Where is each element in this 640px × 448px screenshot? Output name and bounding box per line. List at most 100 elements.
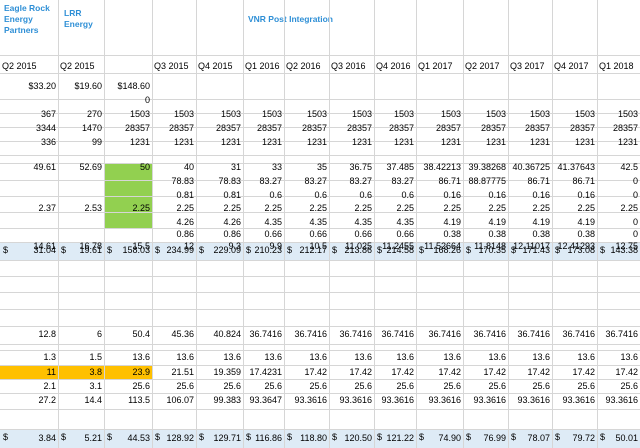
grid-line-horizontal [0,309,640,310]
data-cell: 1231 [129,137,150,147]
data-cell: 1503 [574,109,595,119]
data-cell: 2.25 [132,203,150,213]
grid-line-horizontal [0,212,640,213]
data-cell: 1503 [529,109,550,119]
data-cell: 4.35 [309,217,327,227]
total-cell: 44.53 [127,433,150,443]
data-cell: 12 [183,241,194,251]
data-cell: 45.36 [171,329,194,339]
data-cell: 0 [632,229,638,239]
total-cell: 170.35 [478,245,506,255]
data-cell: 0.16 [443,190,461,200]
data-cell: 25.6 [264,381,282,391]
data-cell: 10.5 [309,241,327,251]
dollar-sign: $ [246,245,252,255]
dollar-sign: $ [199,432,205,442]
data-cell: 1470 [81,123,102,133]
data-cell: 3344 [35,123,56,133]
grid-line-horizontal [0,127,640,128]
data-cell: 36.7416 [473,329,506,339]
header-line: LRR [64,8,82,18]
header-line: Partners [4,25,39,35]
data-cell: 25.6 [488,381,506,391]
period-label [104,58,152,74]
header-vnr: VNR Post Integration [248,14,334,24]
data-cell: 2.25 [488,203,506,213]
dollar-sign: $ [600,245,606,255]
grid-line-vertical [243,0,244,448]
period-label: Q3 2015 [154,61,189,71]
data-cell: 28357 [168,123,194,133]
header-line: Energy [64,19,93,29]
data-cell: 36.7416 [294,329,327,339]
dollar-sign: $ [199,245,205,255]
data-cell: 17.42 [391,367,414,377]
data-cell: 17.4231 [249,367,282,377]
header-lrr: LRR Energy [64,8,104,30]
data-cell: 21.51 [171,367,194,377]
data-cell: 13.6 [309,352,327,362]
data-cell: 36.7416 [381,329,414,339]
data-cell: 13.6 [223,352,241,362]
data-cell: 1231 [617,137,638,147]
data-cell: 93.3616 [517,395,550,405]
data-cell: 28357 [612,123,638,133]
data-cell: 93.3647 [249,395,282,405]
data-cell: 0.66 [309,229,327,239]
data-cell: 88.87775 [468,176,506,186]
dollar-sign: $ [61,245,67,255]
data-cell: 25.6 [176,381,194,391]
data-cell: 35 [316,162,327,172]
data-cell: 6 [96,329,102,339]
data-cell: 0.38 [577,229,595,239]
total-band [0,242,640,260]
data-cell: 1231 [261,137,282,147]
data-cell: 17.42 [615,367,638,377]
total-cell: 229.09 [213,245,241,255]
dollar-sign: $ [246,432,252,442]
data-cell: 38.42213 [423,162,461,172]
data-cell: 36.7416 [605,329,638,339]
dollar-sign: $ [466,432,472,442]
total-cell: 118.80 [300,433,327,443]
data-cell: 0.86 [176,229,194,239]
data-cell: 25.6 [577,381,595,391]
data-cell: 93.3616 [428,395,461,405]
data-cell: 1231 [485,137,506,147]
data-cell: 14.61 [33,241,56,251]
data-cell: 2.25 [620,203,638,213]
total-cell: 210.23 [254,245,282,255]
data-cell: 2.25 [264,203,282,213]
data-cell: 12.8 [38,329,56,339]
data-cell: 11.2455 [382,241,414,251]
dollar-sign: $ [377,245,383,255]
total-cell: 129.71 [213,433,241,443]
grid-line-vertical [104,0,105,448]
data-cell: 0.6 [314,190,327,200]
data-cell: 12.11017 [513,241,550,251]
total-cell: 121.22 [386,433,414,443]
data-cell: 13.6 [620,352,638,362]
total-cell: 120.50 [344,433,372,443]
data-cell: 19.359 [213,367,241,377]
grid-line-horizontal [0,365,640,366]
data-cell: 11.8148 [474,241,506,251]
data-cell: 367 [40,109,56,119]
data-cell: 36.7416 [517,329,550,339]
data-cell: $33.20 [28,81,56,91]
dollar-sign: $ [287,432,293,442]
data-cell: 0.6 [269,190,282,200]
dollar-sign: $ [377,432,383,442]
data-cell: 0.38 [443,229,461,239]
data-cell: 4.35 [264,217,282,227]
data-cell: 93.3616 [562,395,595,405]
data-cell: 0.66 [396,229,414,239]
data-cell: 1503 [617,109,638,119]
data-cell: 17.42 [349,367,372,377]
data-cell: 1231 [440,137,461,147]
data-cell: 4.26 [223,217,241,227]
data-cell: 42.5 [620,162,638,172]
data-cell: 31 [230,162,241,172]
data-cell: 93.3616 [381,395,414,405]
data-cell: 0.38 [532,229,550,239]
